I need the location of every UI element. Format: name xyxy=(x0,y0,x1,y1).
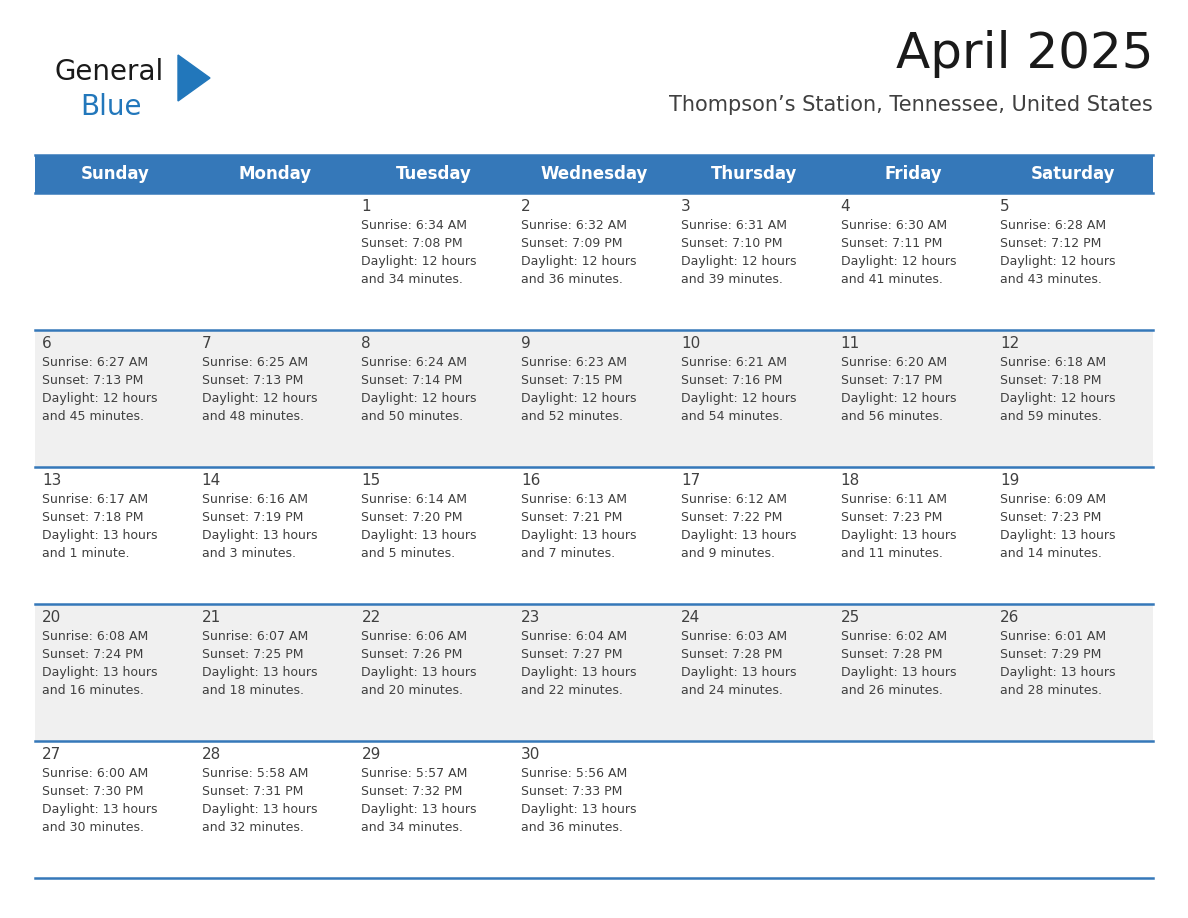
Text: 4: 4 xyxy=(841,199,851,214)
Text: 8: 8 xyxy=(361,336,371,351)
Text: 25: 25 xyxy=(841,610,860,625)
Text: 13: 13 xyxy=(42,473,62,488)
Text: 6: 6 xyxy=(42,336,52,351)
Text: Sunrise: 6:09 AM
Sunset: 7:23 PM
Daylight: 13 hours
and 14 minutes.: Sunrise: 6:09 AM Sunset: 7:23 PM Dayligh… xyxy=(1000,493,1116,560)
Text: 23: 23 xyxy=(522,610,541,625)
Text: Thompson’s Station, Tennessee, United States: Thompson’s Station, Tennessee, United St… xyxy=(669,95,1154,115)
Text: Thursday: Thursday xyxy=(710,165,797,183)
Text: Sunrise: 6:08 AM
Sunset: 7:24 PM
Daylight: 13 hours
and 16 minutes.: Sunrise: 6:08 AM Sunset: 7:24 PM Dayligh… xyxy=(42,630,158,697)
Text: Sunrise: 6:30 AM
Sunset: 7:11 PM
Daylight: 12 hours
and 41 minutes.: Sunrise: 6:30 AM Sunset: 7:11 PM Dayligh… xyxy=(841,219,956,286)
Text: Sunrise: 6:20 AM
Sunset: 7:17 PM
Daylight: 12 hours
and 56 minutes.: Sunrise: 6:20 AM Sunset: 7:17 PM Dayligh… xyxy=(841,356,956,423)
Text: Sunrise: 5:56 AM
Sunset: 7:33 PM
Daylight: 13 hours
and 36 minutes.: Sunrise: 5:56 AM Sunset: 7:33 PM Dayligh… xyxy=(522,767,637,834)
Text: Sunrise: 6:06 AM
Sunset: 7:26 PM
Daylight: 13 hours
and 20 minutes.: Sunrise: 6:06 AM Sunset: 7:26 PM Dayligh… xyxy=(361,630,476,697)
Text: 18: 18 xyxy=(841,473,860,488)
Text: Sunrise: 6:21 AM
Sunset: 7:16 PM
Daylight: 12 hours
and 54 minutes.: Sunrise: 6:21 AM Sunset: 7:16 PM Dayligh… xyxy=(681,356,796,423)
Bar xyxy=(34,330,1154,467)
Text: Sunrise: 6:13 AM
Sunset: 7:21 PM
Daylight: 13 hours
and 7 minutes.: Sunrise: 6:13 AM Sunset: 7:21 PM Dayligh… xyxy=(522,493,637,560)
Text: 17: 17 xyxy=(681,473,700,488)
Text: Sunrise: 6:34 AM
Sunset: 7:08 PM
Daylight: 12 hours
and 34 minutes.: Sunrise: 6:34 AM Sunset: 7:08 PM Dayligh… xyxy=(361,219,476,286)
Text: Saturday: Saturday xyxy=(1031,165,1116,183)
Bar xyxy=(34,155,1154,193)
Text: 3: 3 xyxy=(681,199,690,214)
Bar xyxy=(34,741,1154,878)
Text: 21: 21 xyxy=(202,610,221,625)
Text: Sunrise: 6:25 AM
Sunset: 7:13 PM
Daylight: 12 hours
and 48 minutes.: Sunrise: 6:25 AM Sunset: 7:13 PM Dayligh… xyxy=(202,356,317,423)
Text: Sunrise: 6:27 AM
Sunset: 7:13 PM
Daylight: 12 hours
and 45 minutes.: Sunrise: 6:27 AM Sunset: 7:13 PM Dayligh… xyxy=(42,356,158,423)
Text: 14: 14 xyxy=(202,473,221,488)
Text: 27: 27 xyxy=(42,747,62,762)
Text: 19: 19 xyxy=(1000,473,1019,488)
Text: 20: 20 xyxy=(42,610,62,625)
Bar xyxy=(34,193,1154,330)
Text: 15: 15 xyxy=(361,473,380,488)
Text: 9: 9 xyxy=(522,336,531,351)
Text: 28: 28 xyxy=(202,747,221,762)
Text: Friday: Friday xyxy=(885,165,942,183)
Text: 10: 10 xyxy=(681,336,700,351)
Text: 2: 2 xyxy=(522,199,531,214)
Text: Sunrise: 6:02 AM
Sunset: 7:28 PM
Daylight: 13 hours
and 26 minutes.: Sunrise: 6:02 AM Sunset: 7:28 PM Dayligh… xyxy=(841,630,956,697)
Text: 26: 26 xyxy=(1000,610,1019,625)
Text: 24: 24 xyxy=(681,610,700,625)
Text: Sunrise: 6:17 AM
Sunset: 7:18 PM
Daylight: 13 hours
and 1 minute.: Sunrise: 6:17 AM Sunset: 7:18 PM Dayligh… xyxy=(42,493,158,560)
Text: Sunrise: 6:01 AM
Sunset: 7:29 PM
Daylight: 13 hours
and 28 minutes.: Sunrise: 6:01 AM Sunset: 7:29 PM Dayligh… xyxy=(1000,630,1116,697)
Text: 5: 5 xyxy=(1000,199,1010,214)
Text: Sunrise: 5:58 AM
Sunset: 7:31 PM
Daylight: 13 hours
and 32 minutes.: Sunrise: 5:58 AM Sunset: 7:31 PM Dayligh… xyxy=(202,767,317,834)
Text: Wednesday: Wednesday xyxy=(541,165,647,183)
Text: 1: 1 xyxy=(361,199,371,214)
Text: Sunrise: 6:11 AM
Sunset: 7:23 PM
Daylight: 13 hours
and 11 minutes.: Sunrise: 6:11 AM Sunset: 7:23 PM Dayligh… xyxy=(841,493,956,560)
Text: 22: 22 xyxy=(361,610,380,625)
Text: Sunrise: 6:23 AM
Sunset: 7:15 PM
Daylight: 12 hours
and 52 minutes.: Sunrise: 6:23 AM Sunset: 7:15 PM Dayligh… xyxy=(522,356,637,423)
Text: Sunrise: 6:00 AM
Sunset: 7:30 PM
Daylight: 13 hours
and 30 minutes.: Sunrise: 6:00 AM Sunset: 7:30 PM Dayligh… xyxy=(42,767,158,834)
Text: Sunrise: 6:04 AM
Sunset: 7:27 PM
Daylight: 13 hours
and 22 minutes.: Sunrise: 6:04 AM Sunset: 7:27 PM Dayligh… xyxy=(522,630,637,697)
Text: Tuesday: Tuesday xyxy=(397,165,472,183)
Text: 12: 12 xyxy=(1000,336,1019,351)
Bar xyxy=(34,467,1154,604)
Text: Sunrise: 6:14 AM
Sunset: 7:20 PM
Daylight: 13 hours
and 5 minutes.: Sunrise: 6:14 AM Sunset: 7:20 PM Dayligh… xyxy=(361,493,476,560)
Bar xyxy=(34,604,1154,741)
Text: Sunrise: 5:57 AM
Sunset: 7:32 PM
Daylight: 13 hours
and 34 minutes.: Sunrise: 5:57 AM Sunset: 7:32 PM Dayligh… xyxy=(361,767,476,834)
Text: Monday: Monday xyxy=(238,165,311,183)
Text: Sunrise: 6:03 AM
Sunset: 7:28 PM
Daylight: 13 hours
and 24 minutes.: Sunrise: 6:03 AM Sunset: 7:28 PM Dayligh… xyxy=(681,630,796,697)
Text: Sunrise: 6:16 AM
Sunset: 7:19 PM
Daylight: 13 hours
and 3 minutes.: Sunrise: 6:16 AM Sunset: 7:19 PM Dayligh… xyxy=(202,493,317,560)
Text: 30: 30 xyxy=(522,747,541,762)
Text: Blue: Blue xyxy=(80,93,141,121)
Polygon shape xyxy=(178,55,210,101)
Text: 16: 16 xyxy=(522,473,541,488)
Text: April 2025: April 2025 xyxy=(896,30,1154,78)
Text: Sunday: Sunday xyxy=(81,165,150,183)
Text: Sunrise: 6:18 AM
Sunset: 7:18 PM
Daylight: 12 hours
and 59 minutes.: Sunrise: 6:18 AM Sunset: 7:18 PM Dayligh… xyxy=(1000,356,1116,423)
Text: General: General xyxy=(55,58,164,86)
Text: 11: 11 xyxy=(841,336,860,351)
Text: 7: 7 xyxy=(202,336,211,351)
Text: Sunrise: 6:31 AM
Sunset: 7:10 PM
Daylight: 12 hours
and 39 minutes.: Sunrise: 6:31 AM Sunset: 7:10 PM Dayligh… xyxy=(681,219,796,286)
Text: Sunrise: 6:12 AM
Sunset: 7:22 PM
Daylight: 13 hours
and 9 minutes.: Sunrise: 6:12 AM Sunset: 7:22 PM Dayligh… xyxy=(681,493,796,560)
Text: Sunrise: 6:07 AM
Sunset: 7:25 PM
Daylight: 13 hours
and 18 minutes.: Sunrise: 6:07 AM Sunset: 7:25 PM Dayligh… xyxy=(202,630,317,697)
Text: 29: 29 xyxy=(361,747,381,762)
Text: Sunrise: 6:28 AM
Sunset: 7:12 PM
Daylight: 12 hours
and 43 minutes.: Sunrise: 6:28 AM Sunset: 7:12 PM Dayligh… xyxy=(1000,219,1116,286)
Text: Sunrise: 6:24 AM
Sunset: 7:14 PM
Daylight: 12 hours
and 50 minutes.: Sunrise: 6:24 AM Sunset: 7:14 PM Dayligh… xyxy=(361,356,476,423)
Text: Sunrise: 6:32 AM
Sunset: 7:09 PM
Daylight: 12 hours
and 36 minutes.: Sunrise: 6:32 AM Sunset: 7:09 PM Dayligh… xyxy=(522,219,637,286)
